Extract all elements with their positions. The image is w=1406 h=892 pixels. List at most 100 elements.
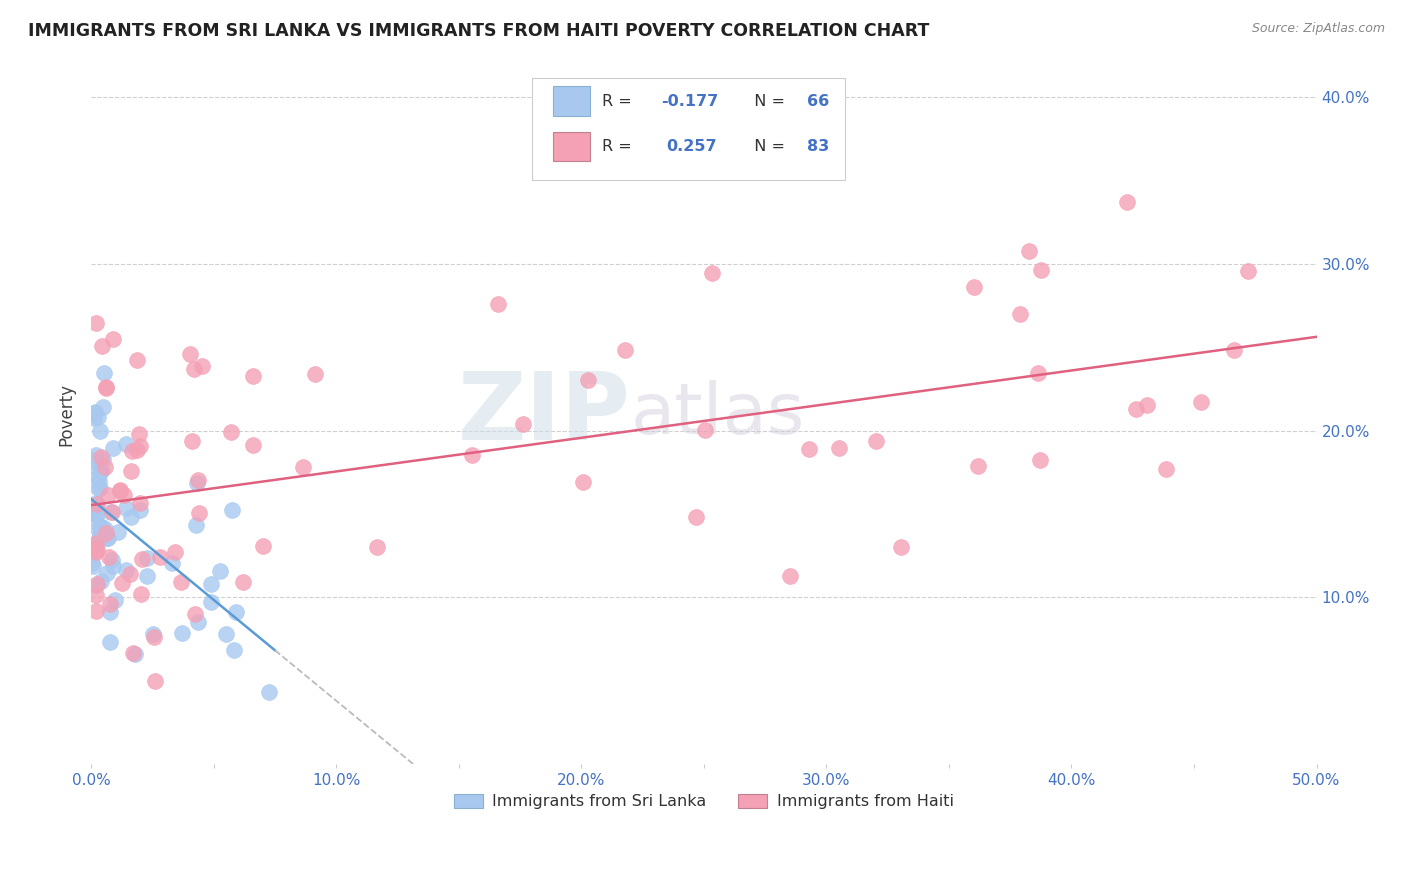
Point	[366, 541, 388, 555]
Point	[98, 606, 121, 620]
Point	[82, 556, 104, 570]
Point	[83, 407, 105, 421]
Point	[91, 339, 114, 353]
Point	[179, 347, 201, 361]
Point	[84, 535, 107, 549]
Point	[1136, 398, 1159, 412]
Point	[91, 520, 114, 534]
Point	[865, 434, 887, 448]
Point	[221, 503, 243, 517]
Point	[291, 460, 314, 475]
Text: ZIP: ZIP	[457, 368, 630, 460]
Point	[84, 544, 107, 558]
Point	[129, 587, 152, 601]
Point	[98, 635, 121, 649]
Point	[188, 506, 211, 520]
Point	[1018, 244, 1040, 259]
Point	[160, 557, 183, 571]
Point	[93, 366, 115, 380]
Text: 0.257: 0.257	[666, 139, 717, 154]
Point	[98, 549, 121, 564]
Point	[111, 576, 134, 591]
Point	[797, 442, 820, 457]
Point	[148, 550, 170, 565]
Point	[170, 626, 193, 640]
Point	[184, 607, 207, 621]
Point	[98, 597, 121, 611]
Point	[115, 501, 138, 516]
Point	[89, 481, 111, 495]
Point	[90, 450, 112, 465]
Point	[97, 488, 120, 502]
Point	[1008, 307, 1031, 321]
Point	[101, 332, 124, 346]
Point	[96, 566, 118, 581]
Point	[136, 569, 159, 583]
Point	[87, 475, 110, 489]
Point	[142, 627, 165, 641]
Text: Source: ZipAtlas.com: Source: ZipAtlas.com	[1251, 22, 1385, 36]
Point	[100, 553, 122, 567]
Point	[693, 423, 716, 437]
Text: R =: R =	[602, 139, 637, 154]
Point	[200, 577, 222, 591]
Point	[107, 525, 129, 540]
Point	[209, 564, 232, 578]
Point	[89, 527, 111, 541]
Point	[966, 459, 988, 474]
Point	[1125, 402, 1147, 417]
Legend: Immigrants from Sri Lanka, Immigrants from Haiti: Immigrants from Sri Lanka, Immigrants fr…	[447, 788, 960, 815]
Point	[108, 483, 131, 497]
Point	[82, 559, 104, 574]
Point	[121, 444, 143, 458]
Point	[700, 266, 723, 280]
Point	[94, 526, 117, 541]
Point	[129, 439, 152, 453]
Point	[86, 543, 108, 558]
Point	[257, 685, 280, 699]
Point	[87, 469, 110, 483]
Point	[125, 353, 148, 368]
Point	[962, 279, 984, 293]
Text: N =: N =	[744, 139, 790, 154]
Text: 66: 66	[807, 94, 830, 109]
Point	[242, 368, 264, 383]
Point	[82, 506, 104, 520]
Point	[118, 567, 141, 582]
Point	[1237, 263, 1260, 277]
Point	[576, 373, 599, 387]
Point	[186, 476, 208, 491]
Point	[115, 563, 138, 577]
Point	[221, 425, 243, 439]
Point	[165, 545, 187, 559]
FancyBboxPatch shape	[533, 78, 845, 179]
Point	[187, 615, 209, 629]
Point	[1191, 394, 1213, 409]
Point	[122, 646, 145, 660]
Point	[89, 519, 111, 533]
Point	[512, 417, 534, 431]
Point	[1031, 263, 1053, 277]
Bar	[553, 87, 591, 116]
Text: R =: R =	[602, 94, 637, 109]
Point	[486, 296, 509, 310]
Point	[82, 517, 104, 532]
Point	[187, 473, 209, 487]
Point	[97, 532, 120, 546]
Point	[112, 488, 135, 502]
Point	[1154, 461, 1177, 475]
Point	[86, 577, 108, 591]
Point	[1029, 453, 1052, 467]
Point	[181, 434, 204, 448]
Text: IMMIGRANTS FROM SRI LANKA VS IMMIGRANTS FROM HAITI POVERTY CORRELATION CHART: IMMIGRANTS FROM SRI LANKA VS IMMIGRANTS …	[28, 22, 929, 40]
Point	[779, 569, 801, 583]
Point	[83, 404, 105, 418]
Point	[86, 507, 108, 521]
Point	[120, 464, 142, 478]
Point	[685, 510, 707, 524]
Point	[1222, 343, 1244, 357]
Point	[252, 539, 274, 553]
Point	[1116, 194, 1139, 209]
Point	[108, 484, 131, 499]
Point	[125, 442, 148, 457]
